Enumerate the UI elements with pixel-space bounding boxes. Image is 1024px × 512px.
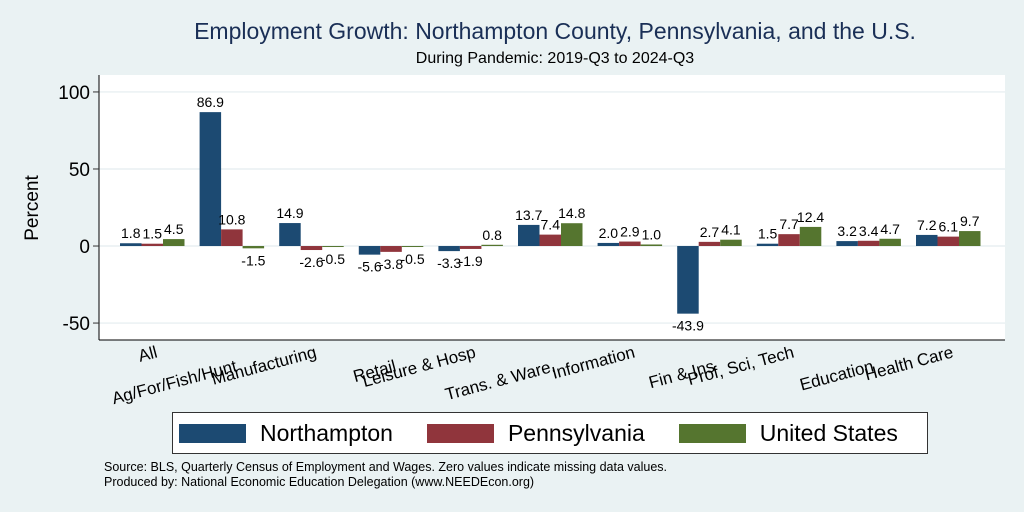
legend-item: United States: [678, 419, 926, 447]
data-label: -0.5: [400, 251, 424, 267]
legend-label: Pennsylvania: [507, 419, 645, 446]
data-label: -0.5: [321, 251, 345, 267]
bar-pennsylvania: [221, 229, 243, 247]
data-label: 12.4: [797, 209, 824, 225]
bar-pennsylvania: [698, 241, 721, 247]
y-ticks: -50 0 50 100: [58, 83, 99, 335]
bar-northampton: [438, 246, 460, 252]
bar-united-states: [561, 223, 583, 247]
data-label: -5.6: [357, 259, 381, 275]
bar-united-states: [720, 239, 742, 247]
chart-title: Employment Growth: Northampton County, P…: [194, 18, 916, 44]
x-tick-label: Information: [550, 343, 637, 383]
chart-subtitle: During Pandemic: 2019-Q3 to 2024-Q3: [415, 50, 695, 67]
data-label: 2.0: [599, 225, 619, 241]
bar-pennsylvania: [937, 236, 959, 247]
data-label: -2.6: [299, 254, 323, 270]
data-labels: 1.8 1.5 4.586.910.8-1.514.9-2.6-0.5 -5.6-3.…: [121, 94, 980, 334]
bar-pennsylvania: [539, 234, 561, 247]
data-label: 10.8: [218, 211, 245, 227]
bar-northampton: [836, 241, 858, 247]
data-label: 4.5: [164, 221, 184, 237]
bar-pennsylvania: [778, 234, 800, 247]
legend-swatch: [678, 423, 746, 443]
bar-united-states: [481, 244, 503, 247]
data-label: 2.7: [700, 224, 720, 240]
x-tick-label: Prof, Sci, Tech: [686, 343, 796, 390]
data-label: -3.3: [437, 255, 461, 271]
plot-area: [99, 75, 1005, 340]
legend-swatch: [179, 423, 246, 443]
bar-united-states: [959, 231, 981, 247]
legend-label: Northampton: [260, 419, 393, 446]
bar-pennsylvania: [141, 243, 163, 247]
bar-united-states: [401, 246, 424, 248]
bar-northampton: [358, 246, 381, 255]
y-tick-label: 50: [69, 160, 90, 181]
bar-northampton: [199, 112, 222, 247]
y-tick-label: 100: [58, 83, 90, 104]
data-label: 3.4: [859, 223, 879, 239]
bar-pennsylvania: [300, 246, 323, 251]
data-label: -1.5: [241, 252, 265, 268]
data-label: 1.0: [642, 226, 662, 242]
legend: Northampton Pennsylvania United States: [172, 412, 928, 454]
bar-northampton: [120, 243, 142, 247]
data-label: 1.5: [758, 226, 778, 242]
data-label: 1.8: [121, 225, 141, 241]
bar-pennsylvania: [459, 246, 482, 249]
bars: [120, 112, 981, 314]
data-label: 3.2: [837, 223, 857, 239]
legend-label: United States: [759, 419, 898, 446]
producer-note: Produced by: National Economic Education…: [104, 475, 535, 489]
legend-item: Pennsylvania: [426, 419, 673, 447]
data-label: 7.4: [541, 217, 561, 233]
data-label: -3.8: [379, 256, 403, 272]
data-label: 1.5: [143, 226, 163, 242]
bar-northampton: [677, 246, 699, 314]
legend-swatch: [426, 423, 494, 443]
bar-pennsylvania: [857, 240, 880, 247]
data-label: 9.7: [960, 213, 980, 229]
bar-northampton: [916, 234, 938, 247]
bar-united-states: [879, 238, 901, 247]
data-label: -43.9: [672, 318, 704, 334]
data-label: 7.2: [917, 217, 937, 233]
bar-united-states: [640, 244, 663, 247]
y-tick-label: -50: [63, 314, 90, 335]
data-label: 0.8: [482, 227, 502, 243]
bar-united-states: [322, 246, 344, 248]
data-label: 14.9: [276, 205, 303, 221]
bar-united-states: [163, 239, 185, 247]
bar-northampton: [279, 223, 301, 247]
source-note: Source: BLS, Quarterly Census of Employm…: [104, 460, 668, 474]
bar-united-states: [799, 226, 822, 247]
legend-item: Northampton: [179, 420, 421, 447]
data-label: 86.9: [197, 94, 224, 110]
data-label: 13.7: [515, 207, 542, 223]
data-label: 4.7: [880, 221, 900, 237]
y-axis-label: Percent: [22, 175, 43, 241]
bar-northampton: [756, 243, 779, 247]
y-tick-label: 0: [79, 237, 90, 258]
x-tick-label: Education: [798, 357, 876, 395]
data-label: 6.1: [939, 219, 959, 235]
x-tick-label: Manufacturing: [210, 343, 319, 389]
bar-northampton: [518, 224, 540, 247]
data-label: 4.1: [721, 222, 741, 238]
bar-pennsylvania: [380, 246, 402, 252]
x-tick-label: All: [136, 343, 159, 366]
bar-united-states: [242, 246, 265, 249]
data-label: 7.7: [779, 216, 799, 232]
data-label: 2.9: [620, 224, 640, 240]
x-tick-label: Health Care: [863, 343, 956, 385]
data-label: -1.9: [459, 253, 483, 269]
bar-northampton: [597, 242, 620, 247]
bar-pennsylvania: [619, 241, 641, 247]
data-label: 14.8: [558, 205, 585, 221]
